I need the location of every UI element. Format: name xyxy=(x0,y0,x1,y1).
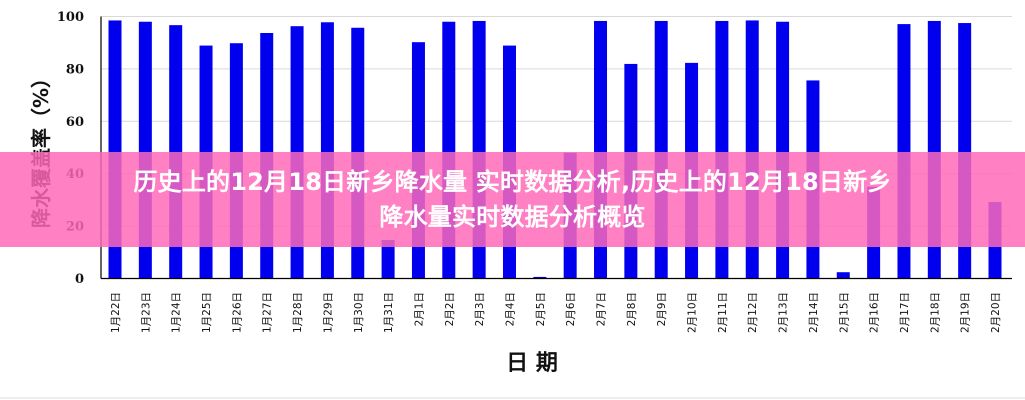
x-tick-label: 2月5日 xyxy=(535,292,547,326)
banner-title-line-2: 降水量实时数据分析概览 xyxy=(379,202,646,231)
x-tick-label: 2月18日 xyxy=(929,292,941,333)
bar-1月31日 xyxy=(381,239,395,279)
banner-title-line-1: 历史上的12月18日新乡降水量 实时数据分析,历史上的12月18日新乡 xyxy=(133,167,892,196)
x-tick-label: 2月10日 xyxy=(687,292,699,333)
x-tick-label: 1月25日 xyxy=(201,292,213,333)
bar-2月5日 xyxy=(533,276,547,279)
x-tick-label: 2月14日 xyxy=(808,292,820,333)
x-tick-label: 2月13日 xyxy=(778,292,790,333)
x-tick-label: 2月8日 xyxy=(626,292,638,326)
y-tick-label: 60 xyxy=(66,115,84,130)
x-tick-labels: 1月22日 1月23日 1月24日 1月25日 1月26日 1月27日 1月28日 1月29日… xyxy=(110,292,1002,333)
x-tick-label: 1月24日 xyxy=(171,292,183,333)
x-tick-label: 1月22日 xyxy=(110,292,122,333)
x-tick-label: 2月17日 xyxy=(899,292,911,333)
x-tick-label: 2月3日 xyxy=(474,292,486,326)
x-tick-label: 1月31日 xyxy=(383,292,395,333)
x-tick-label: 2月16日 xyxy=(869,292,881,333)
x-tick-label: 2月19日 xyxy=(960,292,972,333)
y-tick-label: 100 xyxy=(57,10,84,25)
x-tick-label: 2月4日 xyxy=(504,292,516,326)
y-tick-label: 80 xyxy=(66,62,84,77)
x-tick-label: 1月23日 xyxy=(140,292,152,333)
x-axis-title: 日 期 xyxy=(506,351,558,376)
x-tick-label: 2月6日 xyxy=(565,292,577,326)
x-tick-label: 1月26日 xyxy=(231,292,243,333)
title-banner: 历史上的12月18日新乡降水量 实时数据分析,历史上的12月18日新乡 降水量实… xyxy=(0,152,1025,247)
x-tick-label: 1月28日 xyxy=(292,292,304,333)
x-tick-label: 2月7日 xyxy=(596,292,608,326)
x-tick-label: 2月20日 xyxy=(990,292,1002,333)
bar-2月15日 xyxy=(836,272,850,279)
x-tick-label: 2月11日 xyxy=(717,292,729,333)
x-tick-label: 2月15日 xyxy=(838,292,850,333)
y-tick-label: 0 xyxy=(75,272,84,287)
x-tick-label: 2月9日 xyxy=(656,292,668,326)
x-tick-label: 1月30日 xyxy=(353,292,365,333)
x-tick-label: 1月29日 xyxy=(322,292,334,333)
x-tick-label: 2月1日 xyxy=(413,292,425,326)
x-tick-label: 2月12日 xyxy=(747,292,759,333)
x-tick-label: 1月27日 xyxy=(262,292,274,333)
x-tick-label: 2月2日 xyxy=(444,292,456,326)
